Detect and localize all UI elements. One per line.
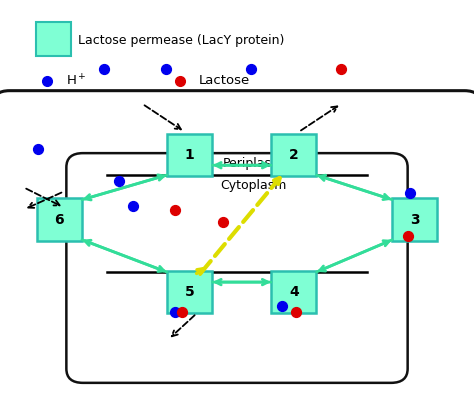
Point — [404, 233, 411, 239]
FancyBboxPatch shape — [36, 198, 82, 241]
FancyBboxPatch shape — [167, 134, 212, 177]
Text: 3: 3 — [410, 213, 419, 226]
Point — [34, 146, 42, 152]
Text: Periplasm: Periplasm — [223, 157, 284, 170]
Point — [172, 309, 179, 316]
Point — [115, 178, 122, 185]
Point — [172, 206, 179, 213]
Text: Cytoplasm: Cytoplasm — [220, 179, 287, 192]
FancyBboxPatch shape — [167, 271, 212, 314]
Text: 2: 2 — [289, 148, 299, 162]
Text: H$^+$: H$^+$ — [66, 73, 87, 88]
Text: 5: 5 — [185, 285, 194, 299]
Point — [247, 65, 255, 72]
Text: 6: 6 — [55, 213, 64, 226]
Text: 1: 1 — [185, 148, 194, 162]
FancyBboxPatch shape — [0, 91, 474, 403]
Point — [292, 309, 300, 316]
FancyBboxPatch shape — [66, 153, 408, 383]
FancyBboxPatch shape — [271, 271, 316, 314]
FancyBboxPatch shape — [271, 134, 316, 177]
Text: Lactose: Lactose — [199, 74, 250, 87]
Point — [129, 202, 137, 209]
Point — [337, 65, 345, 72]
Point — [406, 190, 414, 197]
Point — [278, 303, 286, 310]
FancyBboxPatch shape — [36, 22, 71, 56]
Text: 4: 4 — [289, 285, 299, 299]
FancyBboxPatch shape — [392, 198, 437, 241]
Point — [179, 309, 186, 316]
Point — [219, 218, 227, 225]
Point — [100, 65, 108, 72]
Text: Lactose permease (LacY protein): Lactose permease (LacY protein) — [78, 34, 284, 47]
Point — [162, 65, 170, 72]
